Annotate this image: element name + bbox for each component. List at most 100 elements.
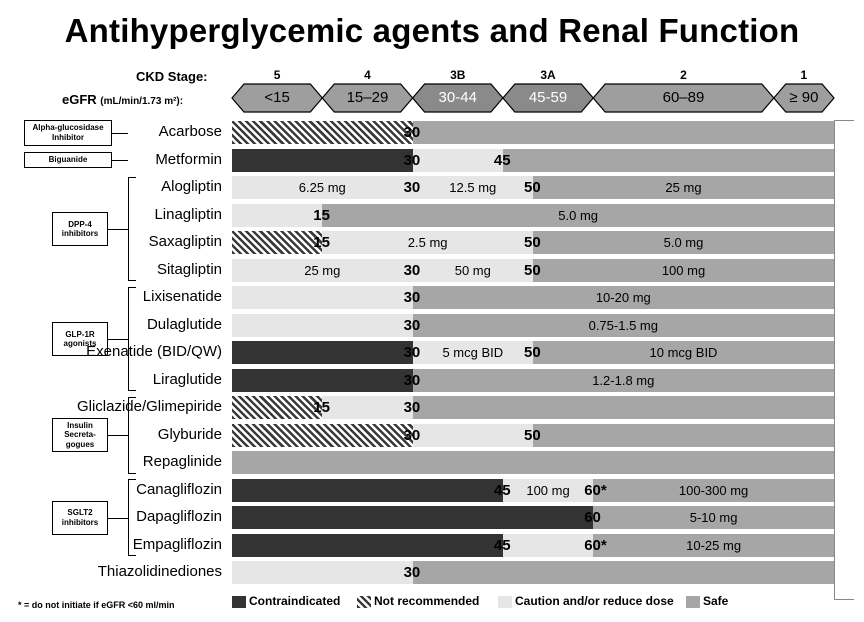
egfr-threshold-label: 30 xyxy=(403,261,421,279)
bar-segment-safe xyxy=(322,203,834,227)
legend-swatch-contra xyxy=(232,596,246,608)
bar-segment-safe xyxy=(412,286,834,309)
drug-label: Metformin xyxy=(155,150,222,168)
bar-segment-safe xyxy=(533,258,834,282)
bar-segment-notrec xyxy=(232,423,413,447)
bar-segment-safe xyxy=(533,423,834,447)
stage-number-4: 4 xyxy=(364,68,371,82)
dose-label: 5.0 mg xyxy=(663,235,704,250)
egfr-threshold-label: 50 xyxy=(524,261,541,279)
egfr-threshold-label: 30 xyxy=(403,179,421,196)
bar-segment-notrec xyxy=(232,396,323,419)
stage-number-3b: 3B xyxy=(450,68,466,82)
egfr-threshold-label: 45 xyxy=(493,151,511,169)
footnote: * = do not initiate if eGFR <60 ml/min xyxy=(18,600,175,610)
dose-label: 0.75-1.5 mg xyxy=(588,317,658,333)
bar-segment-safe xyxy=(412,121,834,144)
bar-segment-safe xyxy=(533,176,834,199)
drug-label: Liraglutide xyxy=(152,370,222,388)
drug-label: Saxagliptin xyxy=(148,233,222,250)
class-connector xyxy=(112,160,128,161)
drug-class-box: Alpha-glucosidase Inhibitor xyxy=(24,119,112,146)
bar-segment-safe xyxy=(533,231,834,254)
egfr-threshold-label: 15 xyxy=(313,399,330,416)
ckd-stage-label: CKD Stage: xyxy=(136,69,208,84)
dose-label: 25 mg xyxy=(665,180,702,195)
bar-segment-safe xyxy=(412,313,834,337)
egfr-threshold-label: 30 xyxy=(403,426,421,444)
egfr-range-5: <15 xyxy=(264,89,290,106)
bar-segment-caution xyxy=(232,286,413,309)
drug-label: Acarbose xyxy=(158,123,222,140)
egfr-range-3b: 30-44 xyxy=(438,89,477,106)
egfr-threshold-label: 30 xyxy=(403,371,421,389)
dose-label: 100 mg xyxy=(526,482,570,498)
dose-label: 10-25 mg xyxy=(686,537,742,553)
dose-label: 10 mcg BID xyxy=(649,345,718,360)
stage-number-1: 1 xyxy=(800,68,808,82)
class-connector xyxy=(108,338,128,340)
drug-class-box: Insulin Secreta-gogues xyxy=(52,418,108,452)
bar-segment-caution xyxy=(232,561,413,584)
bar-segment-safe xyxy=(593,533,834,557)
egfr-threshold-label: 30 xyxy=(403,344,421,361)
dose-label: 2.5 mg xyxy=(407,235,448,250)
bar-segment-safe xyxy=(412,561,834,584)
bar-segment-notrec xyxy=(232,231,323,254)
legend-label-safe: Safe xyxy=(703,594,729,608)
bar-segment-safe xyxy=(232,451,834,474)
drug-label: Sitagliptin xyxy=(156,260,222,278)
bar-segment-caution xyxy=(322,231,533,254)
bar-segment-contra xyxy=(232,148,413,172)
bar-segment-caution xyxy=(232,258,533,282)
drug-label: Dulaglutide xyxy=(146,315,222,333)
egfr-threshold-label: 15 xyxy=(313,206,330,224)
egfr-threshold-label: 60* xyxy=(584,536,607,554)
class-bracket xyxy=(128,176,136,281)
egfr-threshold-label: 30 xyxy=(403,564,421,581)
egfr-threshold-label: 30 xyxy=(403,289,421,306)
bar-segment-caution xyxy=(412,148,503,172)
legend-label-notrec: Not recommended xyxy=(374,594,480,608)
drug-class-box: GLP-1R agonists xyxy=(52,321,108,356)
bar-segment-safe xyxy=(502,148,834,172)
egfr-threshold-label: 30 xyxy=(403,316,421,334)
dose-label: 5-10 mg xyxy=(689,510,738,525)
dose-label: 6.25 mg xyxy=(298,180,346,195)
bar-segment-caution xyxy=(322,396,413,419)
bar-segment-caution xyxy=(502,478,594,502)
bar-segment-safe xyxy=(533,341,834,364)
bar-segment-safe xyxy=(593,478,834,502)
bar-segment-caution xyxy=(232,313,413,337)
dose-label: 100 mg xyxy=(661,262,706,278)
egfr-threshold-label: 45 xyxy=(493,481,511,499)
class-connector xyxy=(108,228,128,230)
egfr-label-text: eGFR xyxy=(62,92,97,107)
stage-number-5: 5 xyxy=(273,68,281,82)
egfr-threshold-label: 30 xyxy=(403,124,421,141)
egfr-range-2: 60–89 xyxy=(662,89,705,106)
egfr-threshold-label: 30 xyxy=(403,399,421,416)
stage-number-3a: 3A xyxy=(540,68,556,82)
bar-segment-notrec xyxy=(232,121,413,144)
drug-label: Dapagliflozin xyxy=(136,508,222,525)
dose-label: 100-300 mg xyxy=(678,482,749,498)
dose-label: 12.5 mg xyxy=(449,180,497,195)
bar-segment-caution xyxy=(412,423,533,447)
drug-label: Repaglinide xyxy=(142,453,222,470)
legend-label-contra: Contraindicated xyxy=(249,594,341,608)
egfr-threshold-label: 50 xyxy=(524,426,541,444)
class-connector xyxy=(112,132,128,134)
legend-swatch-safe xyxy=(686,596,700,608)
egfr-range-4: 15–29 xyxy=(346,89,389,106)
dose-label: 1.2-1.8 mg xyxy=(592,372,655,388)
egfr-range-3a: 45-59 xyxy=(528,89,568,106)
dose-label: 5.0 mg xyxy=(558,207,599,223)
bar-segment-caution xyxy=(232,176,533,199)
egfr-threshold-label: 30 xyxy=(403,151,421,169)
bar-segment-contra xyxy=(232,506,594,529)
drug-label: Glyburide xyxy=(157,425,222,443)
drug-label: Gliclazide/Glimepiride xyxy=(76,398,222,415)
bar-segment-caution xyxy=(412,341,533,364)
stage-number-2: 2 xyxy=(680,68,687,82)
